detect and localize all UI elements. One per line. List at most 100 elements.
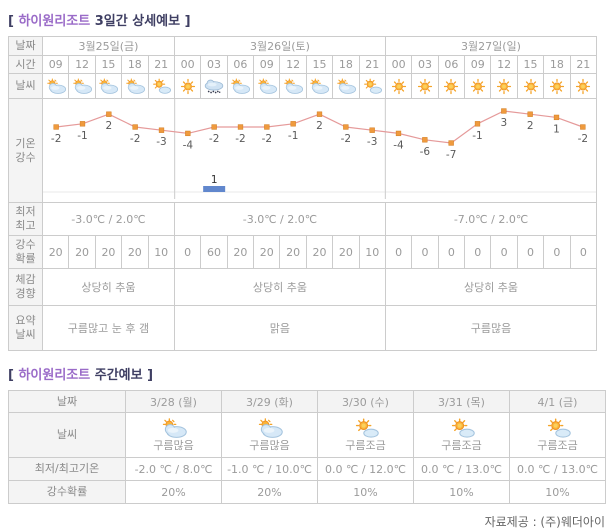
precip-prob-cell: 20 — [41, 235, 70, 269]
hour-cell: 18 — [332, 55, 360, 74]
weekly-date-cell: 3/28 (월) — [125, 390, 222, 413]
precip-prob-cell: 20 — [305, 235, 334, 269]
temperature-marker — [316, 111, 323, 117]
weekly-weather-desc: 구름조금 — [537, 439, 578, 453]
row-label-summary: 요약 날씨 — [8, 305, 43, 351]
summary-weather-cell: 맑음 — [173, 305, 386, 351]
weather-icon-cell — [464, 73, 492, 99]
precip-prob-cell: 0 — [516, 235, 545, 269]
precip-prob-cell: 0 — [464, 235, 492, 269]
temperature-value-label: 1 — [553, 123, 560, 135]
hour-cell: 09 — [464, 55, 492, 74]
sun-icon — [440, 78, 462, 95]
data-provider-credit: 자료제공 : (주)웨더아이 — [484, 515, 605, 529]
temperature-value-label: -7 — [446, 149, 456, 161]
hour-cell: 00 — [173, 55, 202, 74]
weekly-row-label-weather: 날씨 — [8, 412, 126, 458]
temperature-value-label: -4 — [183, 139, 194, 151]
precip-prob-cell: 20 — [253, 235, 281, 269]
sun-icon — [467, 78, 489, 95]
detail-title-resort-name: 하이원리조트 — [18, 14, 91, 29]
weekly-pop-cell: 10% — [509, 480, 606, 504]
weather-icon-cell — [279, 73, 307, 99]
precip-prob-cell: 20 — [226, 235, 255, 269]
precip-prob-cell: 60 — [200, 235, 228, 269]
weather-icon-cell — [305, 73, 334, 99]
weather-icon-cell — [253, 73, 281, 99]
hour-cell: 21 — [358, 55, 386, 74]
sun-behind-cloud-icon — [124, 78, 146, 95]
temperature-marker — [264, 124, 270, 130]
hour-cell: 15 — [305, 55, 334, 74]
weather-icon-cell — [411, 73, 439, 99]
weekly-date-cell: 3/29 (화) — [221, 390, 318, 413]
precip-prob-cell: 20 — [68, 235, 96, 269]
temperature-marker — [132, 124, 138, 130]
weekly-forecast-title: [ 하이원리조트 주간예보 ] — [8, 364, 613, 383]
detail-title-prefix: [ — [8, 14, 19, 29]
temperature-marker — [343, 124, 349, 130]
weekly-pop-cell: 20% — [221, 480, 318, 504]
weekly-weather-desc: 구름많음 — [249, 439, 290, 453]
temperature-precip-chart: 1 -2 -1 2 -2 -3 -4 -2 -2 -2 -1 2 -2 -3 -4 -6 -7 -1 3 2 1 -2 — [43, 99, 596, 199]
weekly-minmax-cell: -2.0 ℃ / 8.0℃ — [125, 457, 222, 481]
weather-icon-cell — [358, 73, 386, 99]
row-label-temp-precip: 기온 강수 — [8, 98, 43, 203]
weekly-minmax-cell: 0.0 ℃ / 12.0℃ — [317, 457, 414, 481]
sun-small-cloud-icon — [150, 78, 172, 95]
weekly-title-resort-name: 하이원리조트 — [18, 368, 91, 383]
precip-prob-cell: 0 — [490, 235, 518, 269]
hour-cell: 12 — [279, 55, 307, 74]
precip-prob-cell: 10 — [147, 235, 175, 269]
weather-icon-cell — [121, 73, 149, 99]
detail-feel-row: 체감 경향 상당히 추움 상당히 추움 상당히 추움 — [8, 268, 598, 306]
sun-icon — [572, 78, 594, 95]
feel-trend-cell: 상당히 추움 — [384, 268, 598, 306]
weather-icon-cell — [569, 73, 598, 99]
sun-icon — [493, 78, 515, 95]
temperature-value-label: -1 — [77, 130, 87, 142]
temperature-value-label: -1 — [472, 130, 482, 142]
row-label-time: 시간 — [8, 55, 43, 74]
temperature-marker — [474, 121, 481, 127]
weekly-row-label-minmax: 최저/최고기온 — [8, 457, 126, 481]
hour-cell: 03 — [411, 55, 439, 74]
weekly-forecast-table: 날짜 3/28 (월) 3/29 (화) 3/30 (수) 3/31 (목) 4/1 (금… — [8, 390, 606, 504]
sun-icon — [414, 78, 436, 95]
precip-prob-cell: 0 — [411, 235, 439, 269]
sun-behind-cloud-icon — [308, 78, 330, 95]
temperature-marker — [237, 124, 244, 130]
minmax-temp-cell: -3.0℃ / 2.0℃ — [173, 202, 386, 236]
sun-icon — [177, 78, 199, 95]
weekly-date-cell: 3/31 (목) — [413, 390, 510, 413]
temperature-value-label: -2 — [209, 133, 219, 145]
hour-cell: 18 — [121, 55, 149, 74]
weekly-title-prefix: [ — [8, 368, 19, 383]
sun-behind-cloud-icon — [282, 78, 304, 95]
weekly-title-suffix: 주간예보 ] — [90, 368, 154, 383]
temperature-value-label: 2 — [106, 120, 113, 132]
sun-icon — [388, 78, 410, 95]
precip-prob-cell: 20 — [94, 235, 123, 269]
temperature-marker — [553, 114, 560, 121]
weekly-weather-cell: 구름조금 — [413, 412, 510, 458]
snow-cloud-icon — [203, 78, 225, 95]
weekly-pop-cell: 10% — [317, 480, 414, 504]
weather-icon-cell — [147, 73, 175, 99]
sun-behind-cloud-icon — [256, 78, 278, 95]
weekly-weather-cell: 구름많음 — [125, 412, 222, 458]
temperature-marker — [211, 124, 217, 130]
weekly-minmax-cell: 0.0 ℃ / 13.0℃ — [413, 457, 510, 481]
temperature-marker — [501, 108, 507, 114]
temperature-marker — [527, 111, 533, 117]
weather-icon-cell — [41, 73, 70, 99]
sun-icon — [520, 78, 542, 95]
hour-cell: 12 — [490, 55, 518, 74]
sun-small-cloud-icon — [352, 418, 380, 439]
temperature-value-label: -2 — [262, 133, 272, 145]
row-label-weather: 날씨 — [8, 73, 43, 99]
hour-cell: 12 — [68, 55, 96, 74]
weekly-weather-cell: 구름조금 — [317, 412, 414, 458]
temperature-value-label: 3 — [501, 117, 508, 129]
precip-prob-cell: 0 — [437, 235, 466, 269]
